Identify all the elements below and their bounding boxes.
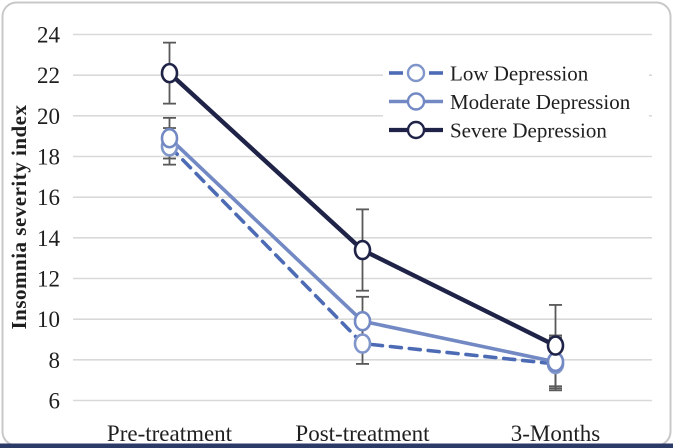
- legend: Low Depression Moderate Depression Severe …: [389, 62, 631, 143]
- x-category-label: 3-Months: [511, 421, 601, 446]
- y-tick-label: 14: [37, 226, 61, 251]
- y-tick-label: 20: [37, 104, 60, 129]
- severe-depression-markers: [160, 62, 565, 356]
- legend-item-low-depression: Low Depression: [389, 62, 589, 86]
- x-category-label: Post-treatment: [295, 421, 430, 446]
- data-point-marker: [546, 335, 565, 356]
- y-tick-label: 22: [37, 63, 60, 88]
- y-tick-label: 18: [37, 145, 60, 170]
- x-category-label: Pre-treatment: [107, 421, 233, 446]
- y-tick-label: 6: [49, 389, 61, 414]
- legend-marker: [406, 120, 426, 140]
- data-point-marker: [160, 127, 179, 149]
- x-axis-category-labels: Pre-treatment Post-treatment 3-Months: [107, 421, 600, 446]
- data-point-marker: [353, 333, 372, 354]
- bottom-banner-strip: [0, 443, 673, 448]
- y-tick-label: 12: [37, 267, 60, 292]
- y-tick-label: 10: [37, 307, 60, 332]
- data-point-marker: [353, 310, 372, 332]
- y-tick-label: 8: [49, 348, 61, 373]
- y-axis-title: Insomnia severity index: [7, 104, 31, 329]
- y-tick-label: 16: [37, 185, 60, 210]
- y-tick-label: 24: [37, 23, 61, 48]
- y-axis-tick-labels: 6 8 10 12 14 16 18 20 22 24: [37, 23, 61, 414]
- legend-item-severe-depression: Severe Depression: [389, 119, 607, 143]
- data-point-marker: [353, 239, 372, 261]
- legend-marker: [406, 92, 426, 111]
- moderate-depression-markers: [160, 127, 565, 373]
- legend-marker: [406, 63, 426, 83]
- legend-label: Severe Depression: [450, 119, 607, 143]
- data-point-marker: [160, 62, 179, 84]
- legend-item-moderate-depression: Moderate Depression: [389, 90, 631, 114]
- legend-label: Low Depression: [450, 62, 589, 86]
- legend-label: Moderate Depression: [450, 90, 631, 114]
